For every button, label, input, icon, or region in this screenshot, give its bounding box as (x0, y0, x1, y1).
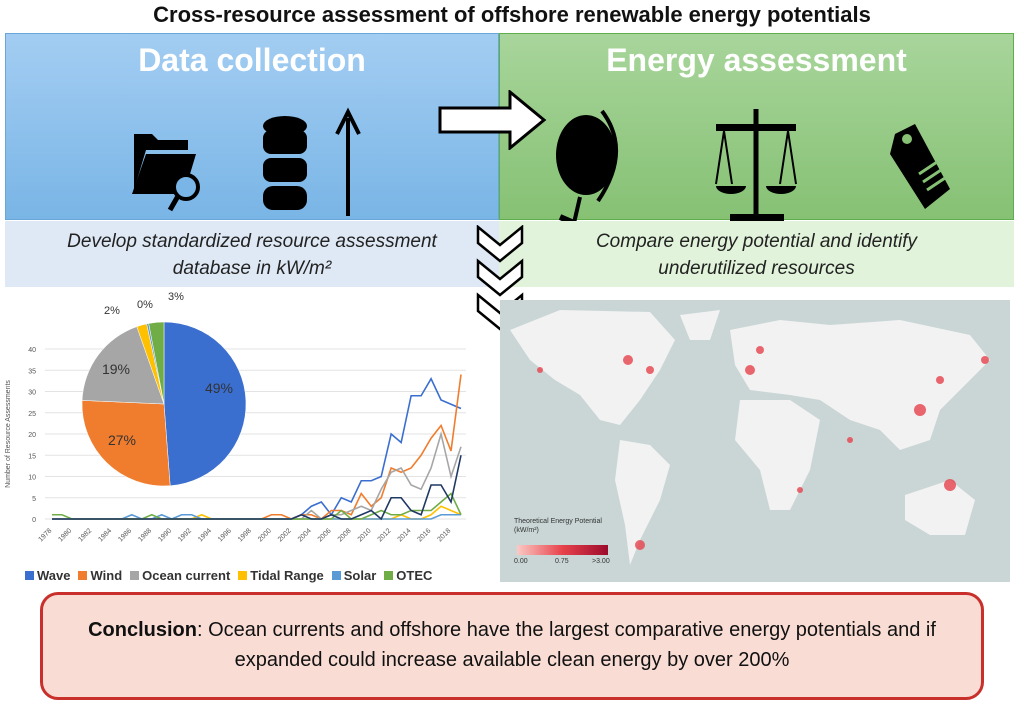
data-collection-caption: Develop standardized resource assessment… (5, 221, 499, 287)
pie-slice-otec (148, 321, 165, 405)
x-tick-label: 2018 (436, 527, 452, 543)
pie-label: 19% (102, 361, 130, 377)
legend-item: Ocean current (130, 568, 230, 583)
y-tick-label: 40 (28, 347, 36, 354)
y-tick-label: 30 (28, 390, 36, 397)
y-tick-label: 10 (28, 475, 36, 482)
energy-assessment-caption: Compare energy potential and identify un… (499, 221, 1014, 287)
scales-icon (715, 109, 797, 222)
legend-swatch (130, 571, 140, 580)
x-tick-label: 1988 (137, 527, 153, 543)
legend-label: OTEC (396, 568, 433, 583)
y-tick-label: 15 (28, 453, 36, 460)
legend-swatch (78, 571, 88, 580)
x-tick-label: 1994 (197, 527, 213, 543)
x-tick-label: 2014 (397, 527, 413, 543)
pie-label: 3% (168, 291, 184, 303)
pie-slice-wind (81, 400, 171, 487)
conclusion-label: Conclusion (88, 619, 197, 641)
x-tick-label: 1984 (97, 527, 113, 543)
legend-item: Wind (78, 568, 122, 583)
map-legend-tick: 0.00 (514, 558, 528, 565)
x-tick-label: 1978 (37, 527, 53, 543)
y-tick-label: 5 (32, 496, 36, 503)
x-tick-label: 1990 (157, 527, 173, 543)
y-axis-label: Number of Resource Assessments (5, 380, 12, 488)
x-tick-label: 2004 (297, 527, 313, 543)
map-color-scale (517, 545, 608, 555)
conclusion-text: : Ocean currents and offshore have the l… (196, 619, 936, 671)
legend-swatch (25, 571, 34, 580)
pie-label: 0% (137, 299, 153, 311)
legend-label: Tidal Range (250, 568, 324, 583)
x-tick-label: 1996 (217, 527, 233, 543)
right-arrow-icon (438, 90, 547, 150)
legend-label: Wind (90, 568, 123, 583)
y-tick-label: 25 (28, 411, 36, 418)
database-upload-icon (263, 107, 361, 216)
x-tick-label: 2016 (417, 527, 433, 543)
x-tick-label: 2010 (357, 527, 373, 543)
x-tick-label: 1982 (77, 527, 93, 543)
series-line-unlabeled (52, 455, 462, 521)
x-tick-label: 1992 (177, 527, 193, 543)
pie-label: 27% (108, 432, 136, 448)
caption-line: Compare energy potential and identify (595, 231, 918, 252)
legend-label: Solar (343, 568, 377, 583)
x-tick-label: 2012 (377, 527, 393, 543)
data-collection-heading: Data collection (138, 42, 366, 78)
pie-label: 2% (104, 305, 120, 317)
x-tick-label: 2002 (277, 527, 293, 543)
legend-item: OTEC (384, 568, 432, 583)
data-collection-panel: Data collection (5, 33, 499, 220)
x-tick-label: 1980 (57, 527, 73, 543)
legend-label: Ocean current (142, 568, 231, 583)
folder-search-icon (132, 134, 200, 212)
legend-item: Wave (25, 568, 70, 583)
page-title: Cross-resource assessment of offshore re… (153, 2, 871, 27)
map-legend-unit: (kW/m²) (514, 527, 539, 534)
energy-assessment-heading: Energy assessment (606, 42, 907, 78)
world-map-image (510, 310, 990, 565)
x-tick-label: 2008 (337, 527, 353, 543)
legend-item: Solar (331, 568, 377, 583)
globe-icon (556, 109, 619, 235)
legend-label: Wave (37, 568, 71, 583)
series-line-tidal-range (52, 505, 462, 520)
map-legend-title: Theoretical Energy Potential (514, 518, 602, 525)
map-legend-tick: >3.00 (592, 558, 610, 565)
legend-swatch (384, 571, 394, 580)
chart-legend: Wave Wind Ocean current Tidal Range Solar OTE… (25, 567, 440, 585)
energy-assessment-panel: Energy assessment (499, 33, 1014, 235)
price-tag-icon (890, 124, 950, 209)
pie-label: 49% (205, 380, 233, 396)
x-tick-label: 1998 (237, 527, 253, 543)
map-legend-tick: 0.75 (555, 558, 569, 565)
line-chart: 0 5 10 15 20 25 30 35 40 1978 1980 1982 1984 1986 1988… (5, 291, 466, 543)
conclusion-box: Conclusion: Ocean currents and offshore … (40, 592, 984, 700)
legend-swatch (238, 571, 248, 580)
x-tick-label: 2006 (317, 527, 333, 543)
x-tick-label: 2000 (257, 527, 273, 543)
y-tick-label: 0 (32, 517, 36, 524)
legend-item: Tidal Range (238, 568, 324, 583)
pie-slice-wave (163, 321, 247, 487)
caption-line: database in kW/m² (172, 258, 332, 279)
caption-line: underutilized resources (658, 258, 855, 279)
world-energy-map: Theoretical Energy Potential (kW/m²) 0.0… (500, 300, 1010, 582)
y-tick-label: 35 (28, 368, 36, 375)
y-tick-label: 20 (28, 432, 36, 439)
caption-line: Develop standardized resource assessment (67, 231, 437, 252)
x-tick-label: 1986 (117, 527, 133, 543)
legend-swatch (331, 571, 341, 580)
